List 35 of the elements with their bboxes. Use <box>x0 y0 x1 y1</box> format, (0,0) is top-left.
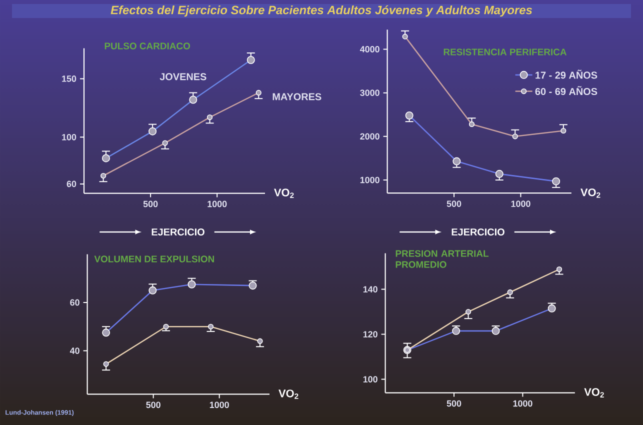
text: EJERCICIO <box>452 228 504 236</box>
x-axis-title: VO$_{2}$ <box>274 188 294 198</box>
y-tick-label: 140 <box>363 286 378 292</box>
series-label: MAYORES <box>272 93 322 100</box>
y-tick-label: 3000 <box>360 90 380 96</box>
series-label: JOVENES <box>160 73 206 80</box>
legend-label: 17 - 29 AÑOS <box>536 70 598 79</box>
x-tick-label: 1000 <box>513 400 532 407</box>
x-tick-label: 1000 <box>208 200 227 208</box>
y-tick-label: 150 <box>62 76 76 82</box>
y-tick-label: 1000 <box>360 176 380 184</box>
y-tick-label: 4000 <box>360 46 380 52</box>
text: Efectos del Ejercicio Sobre Pacientes Adultos Jóvenes y Adultos Mayores <box>110 5 532 17</box>
y-tick-label: 100 <box>62 134 76 140</box>
x-axis-title: VO$_{2}$ <box>278 390 298 399</box>
text: RESISTENCIA PERIFERICA <box>444 48 567 56</box>
y-tick-label: 2000 <box>360 133 380 140</box>
y-tick-label: 60 <box>70 299 80 306</box>
x-tick-label: 500 <box>143 200 158 208</box>
x-tick-label: 500 <box>446 200 462 207</box>
chart-title: PULSO CARDIACO <box>104 42 190 50</box>
x-tick-label: 500 <box>446 400 462 407</box>
text: EJERCICIO <box>152 228 204 236</box>
chart-title: VOLUMEN DE EXPULSION <box>94 256 214 262</box>
chart-title: PRESION ARTERIAL PROMEDIO <box>396 250 489 268</box>
x-tick-label: 1000 <box>210 402 229 408</box>
x-tick-label: 500 <box>146 402 160 408</box>
x-tick-label: 1000 <box>511 200 530 207</box>
legend-label: 60 - 69 AÑOS <box>535 86 598 96</box>
y-tick-label: 40 <box>70 348 80 354</box>
x-axis-title: VO$_{2}$ <box>580 188 600 198</box>
y-tick-label: 100 <box>363 376 378 382</box>
x-axis-title: VO$_{2}$ <box>584 388 604 398</box>
y-tick-label: 60 <box>66 180 76 188</box>
y-tick-label: 120 <box>363 331 378 338</box>
